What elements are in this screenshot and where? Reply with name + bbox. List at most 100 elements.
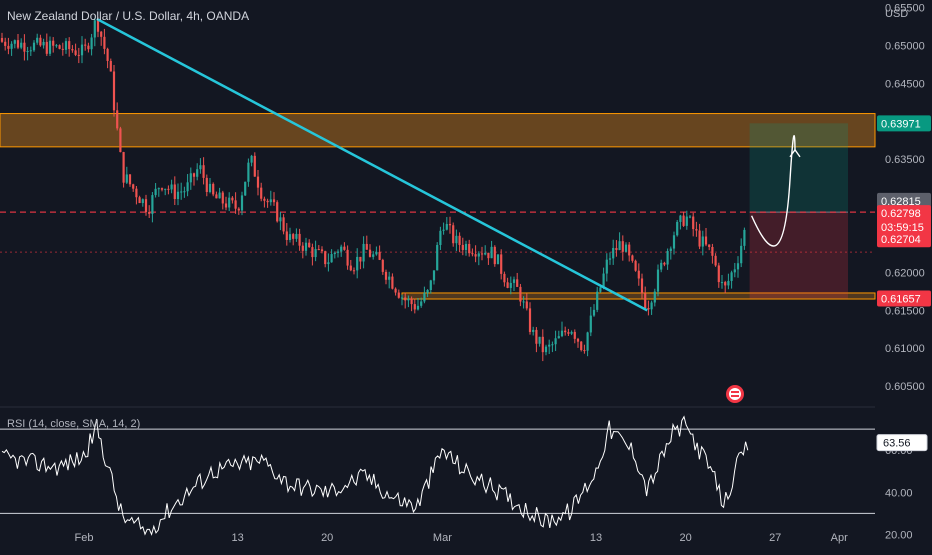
- candle-body: [429, 280, 432, 291]
- trendline-layer[interactable]: [96, 17, 648, 312]
- candle-body: [695, 229, 698, 231]
- candle-body: [589, 315, 592, 333]
- candle-body: [432, 270, 436, 281]
- candle-body: [708, 244, 711, 247]
- candle-body: [544, 346, 548, 353]
- candle-body: [32, 42, 36, 51]
- candle-body: [144, 199, 148, 213]
- candle-body: [84, 44, 87, 46]
- candle-body: [503, 273, 506, 283]
- candle-body: [381, 259, 384, 272]
- candle-body: [0, 38, 4, 42]
- flag-icon[interactable]: [726, 385, 744, 403]
- candle-body: [436, 245, 439, 271]
- price-tick-label: 0.60500: [885, 381, 925, 393]
- candle-body: [176, 191, 180, 200]
- candle-body: [551, 344, 554, 346]
- symbol-title: New Zealand Dollar / U.S. Dollar, 4h, OA…: [7, 9, 249, 23]
- candle-body: [148, 212, 151, 214]
- time-tick-label: 13: [231, 532, 243, 544]
- position-stop-box[interactable]: [749, 212, 848, 299]
- candle-body: [391, 276, 394, 289]
- candle-body: [528, 308, 532, 332]
- candle-body: [471, 253, 474, 255]
- projection-arrow-layer[interactable]: [750, 135, 801, 247]
- candle-body: [730, 272, 733, 281]
- candle-body: [237, 208, 240, 211]
- candle-body: [292, 234, 295, 239]
- candle-body: [535, 329, 538, 344]
- candle-body: [285, 231, 288, 240]
- candle-body: [624, 244, 628, 252]
- candle-body: [634, 260, 637, 271]
- candle-body: [202, 165, 205, 178]
- candle-body: [736, 263, 740, 270]
- currency-label: USD: [885, 8, 908, 20]
- candle-body: [743, 229, 746, 246]
- candle-body: [68, 41, 71, 50]
- candle-body: [288, 234, 292, 240]
- candle-body: [247, 162, 250, 182]
- candle-body: [138, 197, 141, 204]
- candle-body: [372, 254, 375, 257]
- candle-body: [157, 188, 160, 190]
- candle-body: [343, 246, 346, 250]
- candle-body: [464, 243, 468, 250]
- candle-body: [61, 48, 64, 50]
- candle-body: [442, 229, 445, 231]
- candle-body: [10, 43, 13, 49]
- price-label-text: 0.61657: [881, 293, 921, 305]
- candle-body: [208, 183, 212, 192]
- candle-body: [180, 191, 183, 193]
- candle-body: [324, 251, 327, 265]
- candle-body: [352, 270, 356, 272]
- projection-curve[interactable]: [750, 135, 796, 247]
- candle-body: [423, 292, 426, 302]
- candle-body: [256, 176, 260, 188]
- candle-body: [621, 241, 624, 252]
- price-tick-label: 0.61500: [885, 305, 925, 317]
- position-layer[interactable]: [749, 123, 848, 299]
- candle-body: [96, 20, 100, 32]
- price-tick-label: 0.65000: [885, 40, 925, 52]
- rsi-tick-label: 40.00: [885, 487, 913, 499]
- candle-body: [260, 187, 263, 199]
- candle-body: [29, 50, 32, 52]
- candle-body: [394, 288, 397, 293]
- candle-body: [445, 223, 448, 230]
- candle-body: [212, 183, 215, 195]
- position-profit-box[interactable]: [749, 123, 848, 213]
- candle-body: [384, 271, 388, 280]
- price-tick-label: 0.62000: [885, 268, 925, 280]
- candle-body: [564, 330, 567, 333]
- descending-trendline[interactable]: [96, 17, 648, 312]
- candle-body: [112, 71, 116, 111]
- rsi-value-text: 63.56: [883, 438, 911, 450]
- candle-body: [516, 279, 519, 287]
- time-tick-label: 27: [769, 532, 781, 544]
- candle-body: [298, 233, 301, 246]
- candle-body: [362, 243, 365, 262]
- rsi-tick-label: 20.00: [885, 529, 913, 541]
- candle-body: [135, 188, 138, 198]
- candle-body: [727, 280, 730, 286]
- candle-body: [205, 177, 208, 192]
- rsi-indicator-title[interactable]: RSI (14, close, SMA, 14, 2): [7, 418, 140, 430]
- candle-body: [100, 31, 103, 37]
- candle-body: [740, 245, 743, 264]
- candle-body: [733, 269, 736, 273]
- candle-body: [685, 216, 688, 226]
- candle-body: [311, 247, 314, 258]
- candle-body: [397, 292, 400, 298]
- candle-body: [266, 200, 269, 203]
- candle-body: [567, 332, 570, 334]
- price-label-box: [877, 205, 931, 236]
- candle-body: [295, 233, 298, 239]
- price-label-text: 0.62704: [881, 234, 921, 246]
- candle-body: [541, 336, 544, 353]
- candle-body: [717, 265, 720, 283]
